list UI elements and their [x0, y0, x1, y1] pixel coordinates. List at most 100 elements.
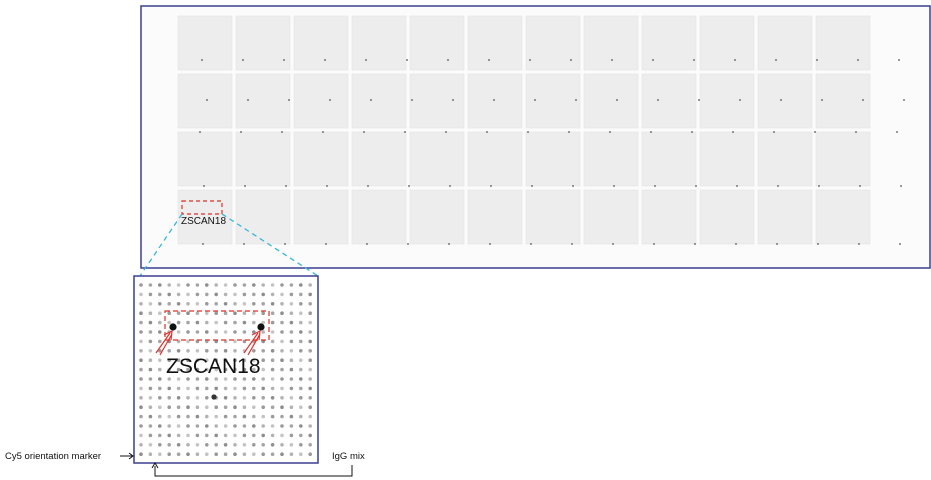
overview-marker-dot: [534, 99, 536, 101]
overview-marker-dot: [818, 185, 820, 187]
inset-spot: [223, 302, 228, 306]
inset-spot: [223, 386, 228, 391]
overview-marker-dot: [199, 131, 201, 133]
inset-spot: [195, 311, 200, 316]
inset-spot: [223, 396, 228, 400]
inset-spot: [233, 443, 237, 447]
inset-spot: [242, 386, 247, 391]
inset-spot: [270, 292, 275, 297]
overview-marker-dot: [240, 131, 242, 133]
overview-block: [293, 73, 349, 129]
inset-spot: [205, 302, 209, 306]
overview-block: [815, 73, 871, 129]
overview-marker-dot: [489, 243, 491, 245]
inset-spot: [270, 405, 275, 410]
overview-marker-dot: [732, 131, 734, 133]
inset-spot: [289, 320, 294, 325]
inset-spot: [289, 424, 294, 428]
overview-spot-blocks: [177, 15, 871, 245]
inset-spot: [223, 349, 228, 353]
overview-block: [235, 15, 291, 71]
overview-marker-dot: [776, 243, 778, 245]
inset-spot: [195, 386, 200, 391]
inset-spot: [252, 292, 256, 297]
overview-marker-dot: [242, 59, 244, 61]
inset-spot: [242, 443, 247, 447]
inset-spot: [167, 320, 171, 325]
inset-spot: [261, 367, 266, 372]
inset-spot: [148, 433, 153, 438]
inset-spot: [214, 367, 218, 372]
inset-spot: [205, 320, 209, 325]
overview-block: [467, 131, 523, 187]
inset-spot: [308, 367, 313, 372]
overview-marker-dot: [652, 59, 654, 61]
overview-marker-dot: [816, 59, 818, 61]
inset-spot: [176, 283, 181, 287]
inset-spot: [308, 292, 313, 297]
overview-marker-dot: [406, 59, 408, 61]
inset-array: ZSCAN18: [133, 275, 319, 464]
inset-spot: [289, 414, 294, 419]
inset-spot: [214, 302, 218, 306]
inset-spot: [270, 339, 275, 344]
overview-marker-dot: [244, 185, 246, 187]
callout-arrow-left: [155, 329, 173, 356]
overview-marker-dot: [243, 243, 245, 245]
overview-block: [467, 15, 523, 71]
inset-spot: [308, 311, 313, 316]
inset-spot: [299, 311, 303, 316]
overview-marker-dot: [408, 185, 410, 187]
inset-spot: [139, 405, 143, 410]
overview-marker-dot: [488, 59, 490, 61]
inset-spot: [252, 443, 256, 447]
overview-marker-dot: [571, 243, 573, 245]
inset-spot: [214, 414, 218, 419]
inset-spot: [176, 405, 181, 410]
inset-spot: [289, 433, 294, 438]
overview-marker-dot: [859, 185, 861, 187]
inset-spot: [158, 330, 162, 334]
overview-marker-dot: [367, 185, 369, 187]
inset-spot: [139, 424, 143, 428]
inset-spot: [139, 349, 143, 353]
inset-spot: [233, 424, 237, 428]
igg-mix-label: IgG mix: [332, 451, 365, 462]
overview-marker-dot: [858, 243, 860, 245]
inset-spot: [308, 414, 313, 419]
inset-spot: [205, 433, 209, 438]
inset-spot: [308, 320, 313, 325]
inset-spot: [299, 414, 303, 419]
inset-spot: [214, 320, 218, 325]
inset-spot: [223, 452, 228, 457]
inset-spot: [158, 283, 162, 287]
inset-spot: [261, 414, 266, 419]
inset-spot: [186, 302, 190, 306]
overview-marker-dot: [448, 243, 450, 245]
overview-block: [525, 15, 581, 71]
overview-marker-dot: [694, 243, 696, 245]
overview-block: [699, 73, 755, 129]
inset-spot: [139, 367, 143, 372]
overview-block: [351, 189, 407, 245]
inset-spot: [139, 433, 143, 438]
inset-spot: [270, 452, 275, 457]
inset-spot: [195, 283, 200, 287]
inset-spot: [139, 377, 143, 381]
overview-marker-dot: [613, 185, 615, 187]
overview-block: [409, 131, 465, 187]
inset-spot: [205, 292, 209, 297]
inset-spot: [280, 396, 284, 400]
inset-spot: [289, 386, 294, 391]
inset-spot: [167, 358, 171, 363]
overview-marker-dot: [283, 59, 285, 61]
inset-spot: [280, 283, 284, 287]
inset-spot: [158, 405, 162, 410]
inset-spot: [252, 386, 256, 391]
inset-spot: [139, 414, 143, 419]
inset-spot: [214, 443, 218, 447]
overview-marker-dot: [285, 185, 287, 187]
inset-spot: [280, 386, 284, 391]
inset-spot: [167, 424, 171, 428]
